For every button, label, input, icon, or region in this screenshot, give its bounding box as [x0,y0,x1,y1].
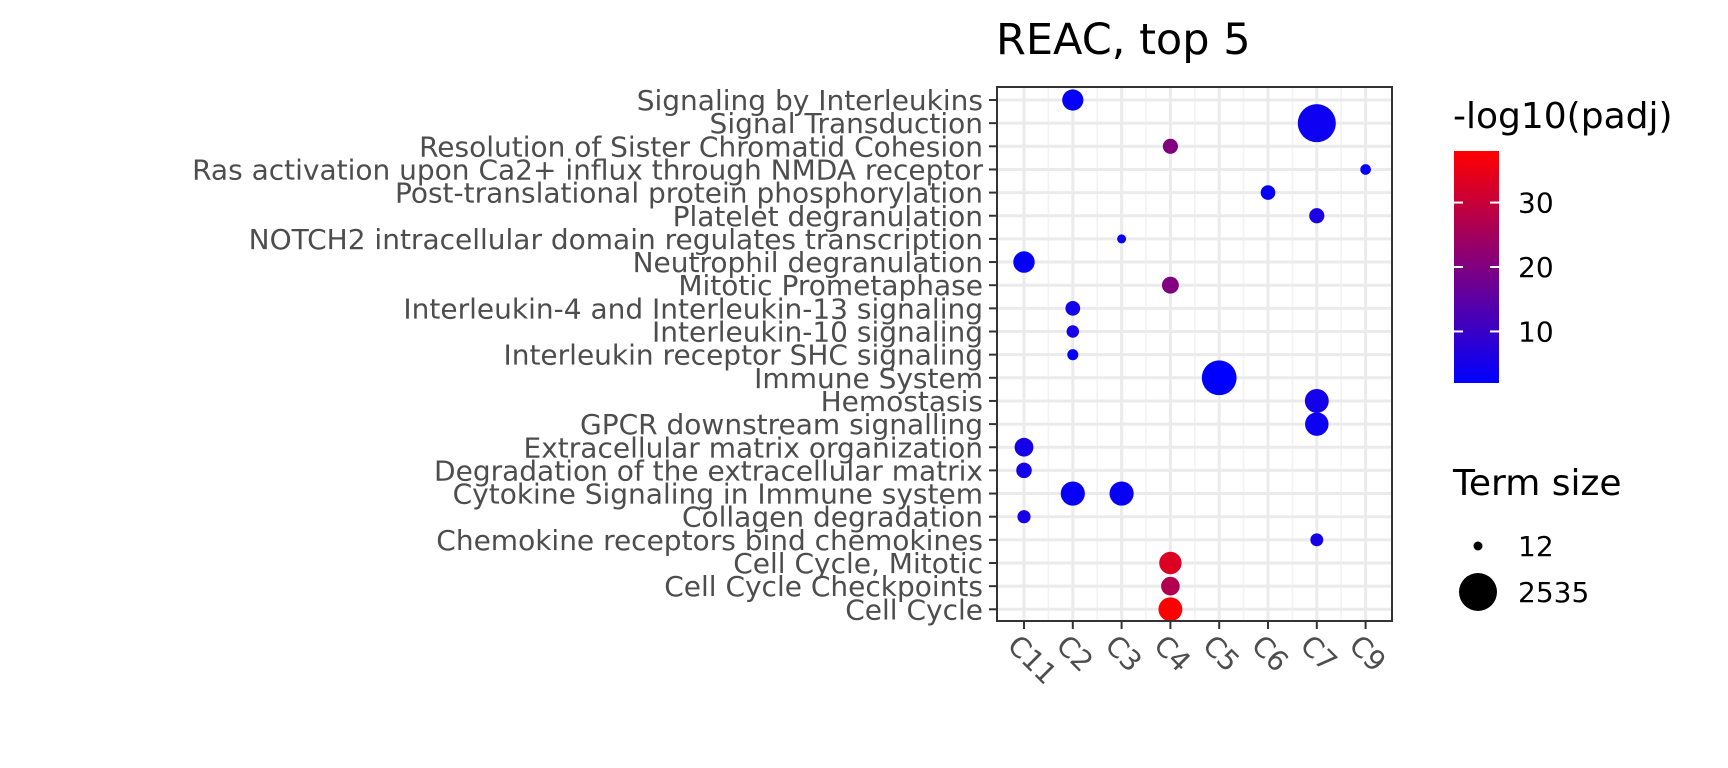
y-tick-label: Extracellular matrix organization [524,431,983,464]
data-point [1305,412,1329,436]
colorbar-tick-label: 30 [1518,187,1554,220]
y-tick-label: Cytokine Signaling in Immune system [453,478,983,511]
y-tick-label: Degradation of the extracellular matrix [434,454,983,487]
data-point [1297,104,1336,143]
color-legend-title: -log10(padj) [1453,96,1673,137]
y-tick-label: Signal Transduction [710,107,983,140]
data-point [1060,481,1085,506]
data-point [1109,481,1134,506]
y-tick-label: Signaling by Interleukins [637,84,983,117]
size-legend-key [1459,573,1497,611]
size-legend-label: 12 [1518,530,1554,563]
x-tick-label: C9 [1343,629,1393,679]
y-tick-label: Cell Cycle [845,593,983,626]
y-tick-label: Platelet degranulation [673,200,983,233]
data-point [1260,185,1276,200]
data-point [1159,551,1182,575]
data-point [1066,325,1080,338]
y-tick-label: Collagen degradation [682,501,983,534]
colorbar-tick-label: 10 [1518,315,1554,348]
y-tick-label: Neutrophil degranulation [633,246,983,279]
x-tick-label: C5 [1196,629,1246,679]
y-tick-label: Post-translational protein phosphorylati… [395,177,983,210]
size-legend-title: Term size [1452,463,1622,504]
y-tick-label: Hemostasis [821,385,983,418]
data-point [1065,300,1081,316]
chart-title: REAC, top 5 [996,15,1251,65]
data-point [1117,234,1127,244]
size-legend: Term size 12 2535 [1452,463,1622,611]
y-tick-label: NOTCH2 intracellular domain regulates tr… [249,223,983,256]
y-tick-label: Interleukin-4 and Interleukin-13 signali… [403,292,983,325]
size-legend-key [1473,541,1483,551]
y-tick-label: GPCR downstream signalling [580,408,983,441]
y-tick-label: Resolution of Sister Chromatid Cohesion [419,130,983,163]
data-point [1310,533,1324,547]
data-point [1158,597,1183,622]
data-point [1067,349,1079,361]
data-point [1016,462,1032,479]
data-point [1013,251,1035,273]
data-point [1201,360,1237,396]
colorbar-tick-label: 20 [1518,251,1554,284]
data-point [1360,164,1371,175]
y-tick-label: Cell Cycle, Mitotic [733,547,983,580]
x-tick-label: C4 [1147,629,1197,679]
data-point [1161,276,1179,294]
x-tick-label: C11 [1001,629,1063,691]
y-tick-label: Chemokine receptors bind chemokines [436,524,983,557]
data-point [1309,208,1325,224]
data-point [1162,138,1178,154]
x-tick-label: C3 [1099,629,1149,679]
data-point [1017,510,1031,524]
data-point [1161,576,1180,596]
data-point [1062,89,1084,111]
y-tick-label: Mitotic Prometaphase [678,269,983,302]
x-tick-label: C6 [1245,629,1295,679]
y-tick-label: Interleukin receptor SHC signaling [503,339,983,372]
y-tick-label: Ras activation upon Ca2+ influx through … [192,153,983,186]
y-tick-label: Immune System [754,362,983,395]
color-legend: -log10(padj) 10 20 30 [1453,96,1673,383]
size-legend-label: 2535 [1518,576,1589,609]
y-tick-label: Cell Cycle Checkpoints [664,570,983,603]
y-tick-label: Interleukin-10 signaling [652,316,983,349]
data-point [1014,437,1034,457]
x-tick-label: C7 [1294,629,1344,679]
data-point [1304,388,1329,413]
